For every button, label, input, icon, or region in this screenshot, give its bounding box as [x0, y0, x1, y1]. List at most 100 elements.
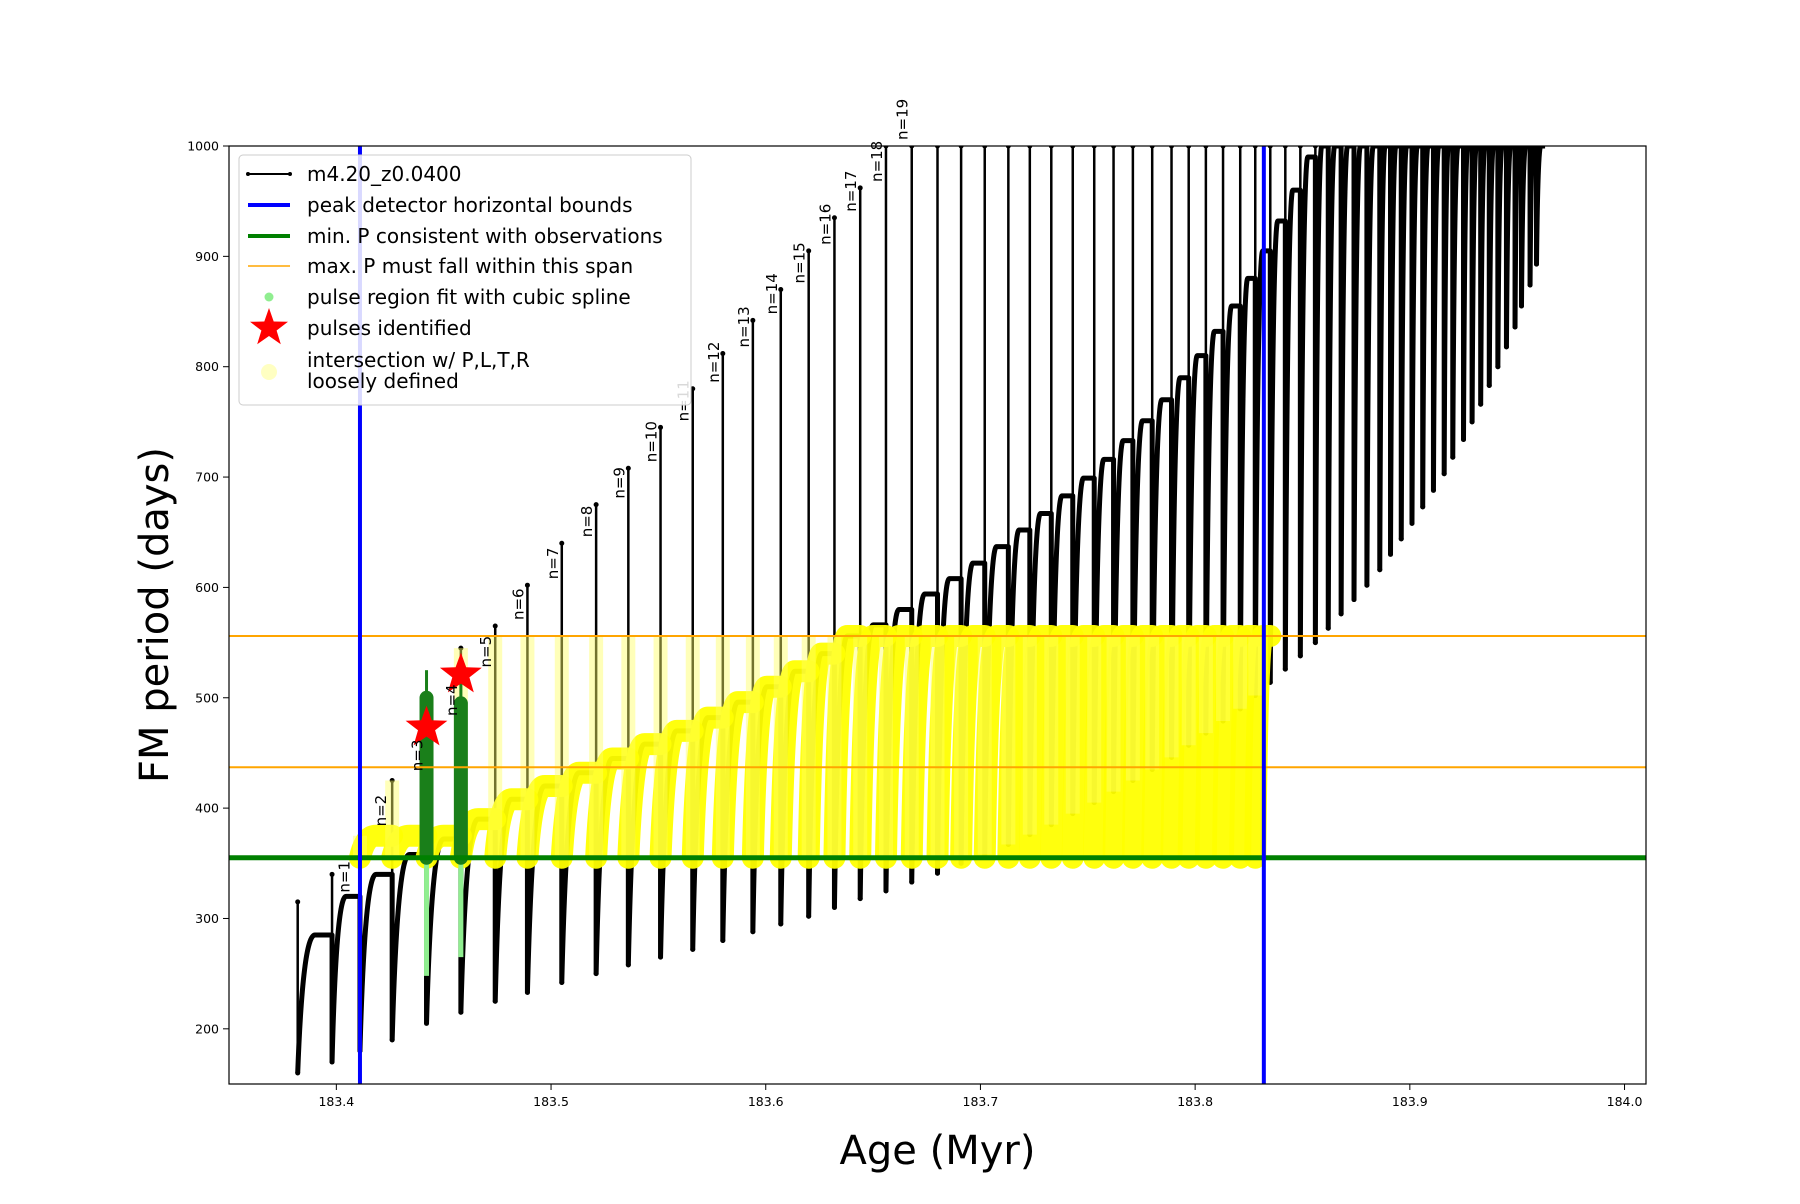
pulse-max-point: [1338, 146, 1344, 149]
intersection-band: [1121, 624, 1164, 869]
pulse-min-point: [559, 979, 565, 985]
legend-label: loosely defined: [307, 369, 459, 393]
pulse-min-point: [1430, 487, 1436, 493]
pulse-max-point: [1130, 146, 1136, 149]
pulse-label: n=10: [643, 421, 661, 462]
legend-label: pulses identified: [307, 316, 472, 340]
pulse-max-point: [750, 317, 756, 323]
pulse-max-point: [958, 146, 964, 149]
x-tick-label: 184.0: [1607, 1094, 1643, 1109]
pulse-min-point: [1338, 611, 1344, 617]
pulse-max-point: [1486, 146, 1492, 149]
pulse-min-point: [524, 989, 530, 995]
pulse-max-point: [1312, 146, 1318, 149]
pulse-label: n=9: [610, 467, 628, 499]
pulse-label: n=19: [894, 99, 912, 140]
legend-label: intersection w/ P,L,T,R: [307, 348, 530, 372]
legend-label: max. P must fall within this span: [307, 254, 633, 278]
pulse-label: n=17: [842, 171, 860, 212]
pulse-max-point: [1169, 146, 1175, 149]
pulse-min-point: [1495, 364, 1501, 370]
pulse-max-point: [1220, 146, 1226, 149]
pulse-max-point: [1186, 146, 1192, 149]
pulse-max-point: [1388, 146, 1394, 149]
pulse-min-point: [295, 1070, 301, 1076]
pulse-label: n=6: [509, 588, 527, 620]
pulse-label: n=15: [791, 242, 809, 283]
pulse-max-point: [982, 146, 988, 149]
pulse-max-point: [1282, 146, 1288, 149]
y-tick-label: 800: [195, 359, 219, 374]
pulse-max-point: [1252, 146, 1258, 149]
pulse-max-point: [1450, 146, 1456, 149]
pulse-max-point: [720, 350, 726, 356]
data-layer: n=1n=2n=3n=4n=5n=6n=7n=8n=9n=10n=11n=12n…: [229, 99, 1646, 1084]
pulse-min-point: [1461, 437, 1467, 443]
pulse-min-point: [1297, 653, 1303, 659]
pulse-min-point: [1409, 520, 1415, 526]
pulse-max-point: [1478, 146, 1484, 149]
pulse-min-point: [1388, 551, 1394, 557]
pulse-label: n=18: [868, 141, 886, 182]
pulse-max-point: [593, 502, 599, 508]
pulse-max-point: [1420, 146, 1426, 149]
pulse-min-point: [625, 962, 631, 968]
pulse-max-point: [1461, 146, 1467, 149]
pulse-min-point: [750, 929, 756, 935]
pulse-max-point: [935, 146, 940, 149]
intersection-band: [381, 824, 438, 869]
intersection-band: [926, 624, 973, 869]
pulse-label: n=8: [578, 506, 596, 538]
pulse-min-point: [1420, 504, 1426, 510]
pulse-max-point: [492, 623, 498, 629]
pulse-min-point: [778, 921, 784, 927]
pulse-min-point: [690, 946, 696, 952]
pulse-label: n=2: [372, 795, 390, 827]
y-tick-label: 900: [195, 249, 219, 264]
pulse-max-point: [1203, 146, 1209, 149]
pulse-max-point: [1441, 146, 1447, 149]
pulse-label: n=12: [705, 342, 723, 383]
x-tick-label: 183.4: [318, 1094, 354, 1109]
pulse-min-point: [1486, 382, 1492, 388]
legend-label: peak detector horizontal bounds: [307, 193, 633, 217]
pulse-max-point: [1297, 146, 1303, 149]
pulse-min-point: [1377, 567, 1383, 573]
pulse-label: n=16: [816, 204, 834, 245]
y-tick-label: 700: [195, 470, 219, 485]
intersection-band: [950, 624, 996, 869]
legend-marker: [250, 308, 288, 345]
pulse-min-point: [492, 998, 498, 1004]
y-tick-label: 1000: [187, 139, 219, 154]
pulse-min-point: [1364, 582, 1370, 588]
pulse-label: n=1: [336, 861, 354, 893]
legend-marker: [261, 364, 277, 380]
pulse-max-point: [1518, 146, 1524, 149]
x-tick-label: 183.7: [963, 1094, 999, 1109]
pulse-min-point: [1527, 282, 1533, 288]
y-tick-label: 600: [195, 580, 219, 595]
pulse-max-point: [1027, 146, 1033, 149]
intersection-band: [585, 747, 640, 869]
axes-layer: 183.4 183.5 183.6 183.7 183.8 183.9 184.0 200 30…: [132, 139, 1647, 1174]
x-tick-label: 183.5: [533, 1094, 569, 1109]
pulse-max-point: [1527, 146, 1533, 149]
intersection-band: [849, 624, 897, 869]
pulse-min-point: [935, 870, 940, 876]
legend-box: [238, 154, 692, 406]
pulse-min-point: [831, 904, 837, 910]
intersection-band: [681, 706, 734, 869]
pulse-min-point: [424, 1020, 430, 1026]
pulse-max-point: [389, 778, 395, 784]
pulse-max-point: [1503, 146, 1509, 149]
x-tick-label: 183.9: [1392, 1094, 1428, 1109]
pulse-min-point: [909, 879, 915, 885]
clipped-data: [229, 146, 1646, 1084]
pulse-min-point: [1534, 261, 1540, 267]
pulse-max-point: [1111, 146, 1117, 149]
intersection-band: [900, 624, 949, 869]
pulse-label: n=5: [477, 636, 495, 668]
y-tick-label: 400: [195, 801, 219, 816]
